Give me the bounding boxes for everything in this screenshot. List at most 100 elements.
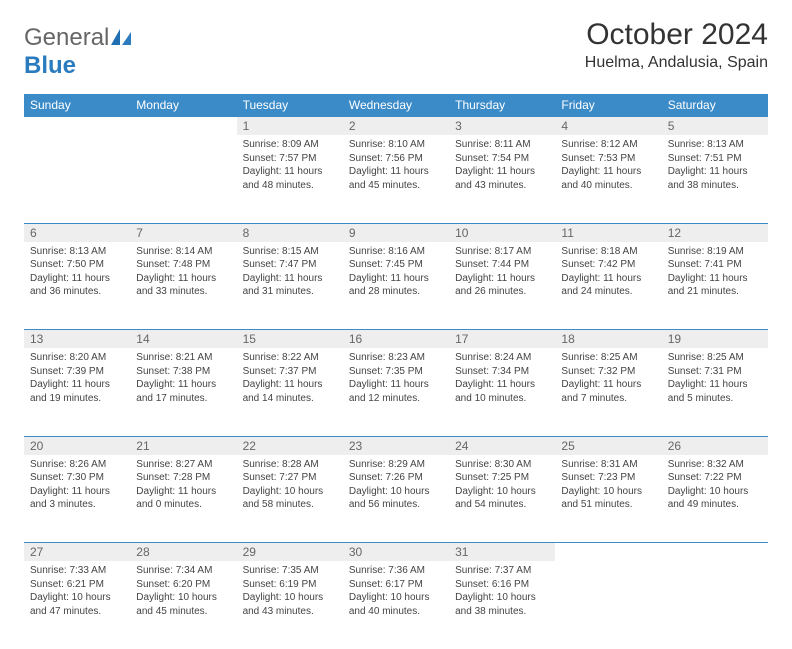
- day-number: 15: [237, 330, 343, 348]
- day-number: [24, 117, 130, 135]
- day-cell: Sunrise: 8:28 AMSunset: 7:27 PMDaylight:…: [237, 455, 343, 521]
- daylight-text: Daylight: 10 hours and 51 minutes.: [561, 485, 655, 512]
- daylight-text: Daylight: 11 hours and 10 minutes.: [455, 378, 549, 405]
- daylight-text: Daylight: 11 hours and 28 minutes.: [349, 272, 443, 299]
- daylight-text: Daylight: 10 hours and 38 minutes.: [455, 591, 549, 618]
- day-cell: Sunrise: 8:18 AMSunset: 7:42 PMDaylight:…: [555, 242, 661, 308]
- day-number: [662, 543, 768, 561]
- day-cell: Sunrise: 8:13 AMSunset: 7:50 PMDaylight:…: [24, 242, 130, 308]
- sunset-text: Sunset: 7:25 PM: [455, 471, 549, 485]
- day-cell: Sunrise: 8:32 AMSunset: 7:22 PMDaylight:…: [662, 455, 768, 521]
- sunrise-text: Sunrise: 8:25 AM: [561, 351, 655, 365]
- sunset-text: Sunset: 6:20 PM: [136, 578, 230, 592]
- sunset-text: Sunset: 7:42 PM: [561, 258, 655, 272]
- day-number: 9: [343, 224, 449, 242]
- day-number: 3: [449, 117, 555, 135]
- day-number: 31: [449, 543, 555, 561]
- day-number: 5: [662, 117, 768, 135]
- sunrise-text: Sunrise: 8:21 AM: [136, 351, 230, 365]
- sunset-text: Sunset: 7:23 PM: [561, 471, 655, 485]
- day-number: 18: [555, 330, 661, 348]
- sunset-text: Sunset: 7:34 PM: [455, 365, 549, 379]
- daylight-text: Daylight: 11 hours and 36 minutes.: [30, 272, 124, 299]
- day-number: 7: [130, 224, 236, 242]
- day-cell: Sunrise: 8:23 AMSunset: 7:35 PMDaylight:…: [343, 348, 449, 414]
- daylight-text: Daylight: 11 hours and 33 minutes.: [136, 272, 230, 299]
- daylight-text: Daylight: 11 hours and 48 minutes.: [243, 165, 337, 192]
- day-number: 27: [24, 543, 130, 561]
- daylight-text: Daylight: 10 hours and 43 minutes.: [243, 591, 337, 618]
- sunrise-text: Sunrise: 8:18 AM: [561, 245, 655, 259]
- sunrise-text: Sunrise: 8:29 AM: [349, 458, 443, 472]
- sunrise-text: Sunrise: 7:35 AM: [243, 564, 337, 578]
- sunrise-text: Sunrise: 8:13 AM: [30, 245, 124, 259]
- day-number: 4: [555, 117, 661, 135]
- day-cell: Sunrise: 7:34 AMSunset: 6:20 PMDaylight:…: [130, 561, 236, 627]
- day-cell: Sunrise: 8:19 AMSunset: 7:41 PMDaylight:…: [662, 242, 768, 308]
- day-number: 1: [237, 117, 343, 135]
- sunrise-text: Sunrise: 7:36 AM: [349, 564, 443, 578]
- daylight-text: Daylight: 11 hours and 19 minutes.: [30, 378, 124, 405]
- day-number: 13: [24, 330, 130, 348]
- sunset-text: Sunset: 7:56 PM: [349, 152, 443, 166]
- sunrise-text: Sunrise: 8:15 AM: [243, 245, 337, 259]
- daylight-text: Daylight: 11 hours and 21 minutes.: [668, 272, 762, 299]
- daylight-text: Daylight: 11 hours and 38 minutes.: [668, 165, 762, 192]
- sunset-text: Sunset: 7:32 PM: [561, 365, 655, 379]
- day-number: 30: [343, 543, 449, 561]
- sunset-text: Sunset: 7:48 PM: [136, 258, 230, 272]
- day-number: 22: [237, 437, 343, 455]
- day-cell: Sunrise: 8:29 AMSunset: 7:26 PMDaylight:…: [343, 455, 449, 521]
- sunrise-text: Sunrise: 8:25 AM: [668, 351, 762, 365]
- day-number: 20: [24, 437, 130, 455]
- day-cell: [555, 561, 661, 627]
- sunrise-text: Sunrise: 7:33 AM: [30, 564, 124, 578]
- day-number: 10: [449, 224, 555, 242]
- sunrise-text: Sunrise: 8:19 AM: [668, 245, 762, 259]
- sunrise-text: Sunrise: 8:26 AM: [30, 458, 124, 472]
- title-block: October 2024 Huelma, Andalusia, Spain: [585, 18, 768, 72]
- day-number: 24: [449, 437, 555, 455]
- day-number: 2: [343, 117, 449, 135]
- sunrise-text: Sunrise: 8:16 AM: [349, 245, 443, 259]
- day-number: 8: [237, 224, 343, 242]
- sunset-text: Sunset: 7:37 PM: [243, 365, 337, 379]
- day-cell: Sunrise: 8:22 AMSunset: 7:37 PMDaylight:…: [237, 348, 343, 414]
- day-cell: Sunrise: 8:25 AMSunset: 7:32 PMDaylight:…: [555, 348, 661, 414]
- day-number: 25: [555, 437, 661, 455]
- day-cell: Sunrise: 8:30 AMSunset: 7:25 PMDaylight:…: [449, 455, 555, 521]
- daylight-text: Daylight: 11 hours and 3 minutes.: [30, 485, 124, 512]
- sunset-text: Sunset: 7:51 PM: [668, 152, 762, 166]
- sunset-text: Sunset: 6:17 PM: [349, 578, 443, 592]
- day-cell: [662, 561, 768, 627]
- sunset-text: Sunset: 7:31 PM: [668, 365, 762, 379]
- day-cell: Sunrise: 8:17 AMSunset: 7:44 PMDaylight:…: [449, 242, 555, 308]
- day-number: 26: [662, 437, 768, 455]
- sunset-text: Sunset: 7:27 PM: [243, 471, 337, 485]
- daylight-text: Daylight: 11 hours and 14 minutes.: [243, 378, 337, 405]
- sunset-text: Sunset: 6:16 PM: [455, 578, 549, 592]
- sunrise-text: Sunrise: 7:37 AM: [455, 564, 549, 578]
- sunrise-text: Sunrise: 8:30 AM: [455, 458, 549, 472]
- logo-text-general: General: [24, 24, 109, 51]
- sunrise-text: Sunrise: 8:22 AM: [243, 351, 337, 365]
- day-cell: Sunrise: 8:16 AMSunset: 7:45 PMDaylight:…: [343, 242, 449, 308]
- sunset-text: Sunset: 7:35 PM: [349, 365, 443, 379]
- day-cell: Sunrise: 8:27 AMSunset: 7:28 PMDaylight:…: [130, 455, 236, 521]
- sunset-text: Sunset: 7:54 PM: [455, 152, 549, 166]
- day-cell: Sunrise: 7:35 AMSunset: 6:19 PMDaylight:…: [237, 561, 343, 627]
- sunset-text: Sunset: 7:44 PM: [455, 258, 549, 272]
- sunset-text: Sunset: 7:47 PM: [243, 258, 337, 272]
- daylight-text: Daylight: 10 hours and 45 minutes.: [136, 591, 230, 618]
- daylight-text: Daylight: 11 hours and 40 minutes.: [561, 165, 655, 192]
- day-cell: Sunrise: 8:12 AMSunset: 7:53 PMDaylight:…: [555, 135, 661, 201]
- sunrise-text: Sunrise: 8:13 AM: [668, 138, 762, 152]
- sunrise-text: Sunrise: 8:24 AM: [455, 351, 549, 365]
- day-number: 21: [130, 437, 236, 455]
- sunset-text: Sunset: 7:45 PM: [349, 258, 443, 272]
- logo-text-blue: Blue: [24, 52, 76, 79]
- daylight-text: Daylight: 11 hours and 0 minutes.: [136, 485, 230, 512]
- daylight-text: Daylight: 10 hours and 49 minutes.: [668, 485, 762, 512]
- daylight-text: Daylight: 11 hours and 7 minutes.: [561, 378, 655, 405]
- sunrise-text: Sunrise: 8:32 AM: [668, 458, 762, 472]
